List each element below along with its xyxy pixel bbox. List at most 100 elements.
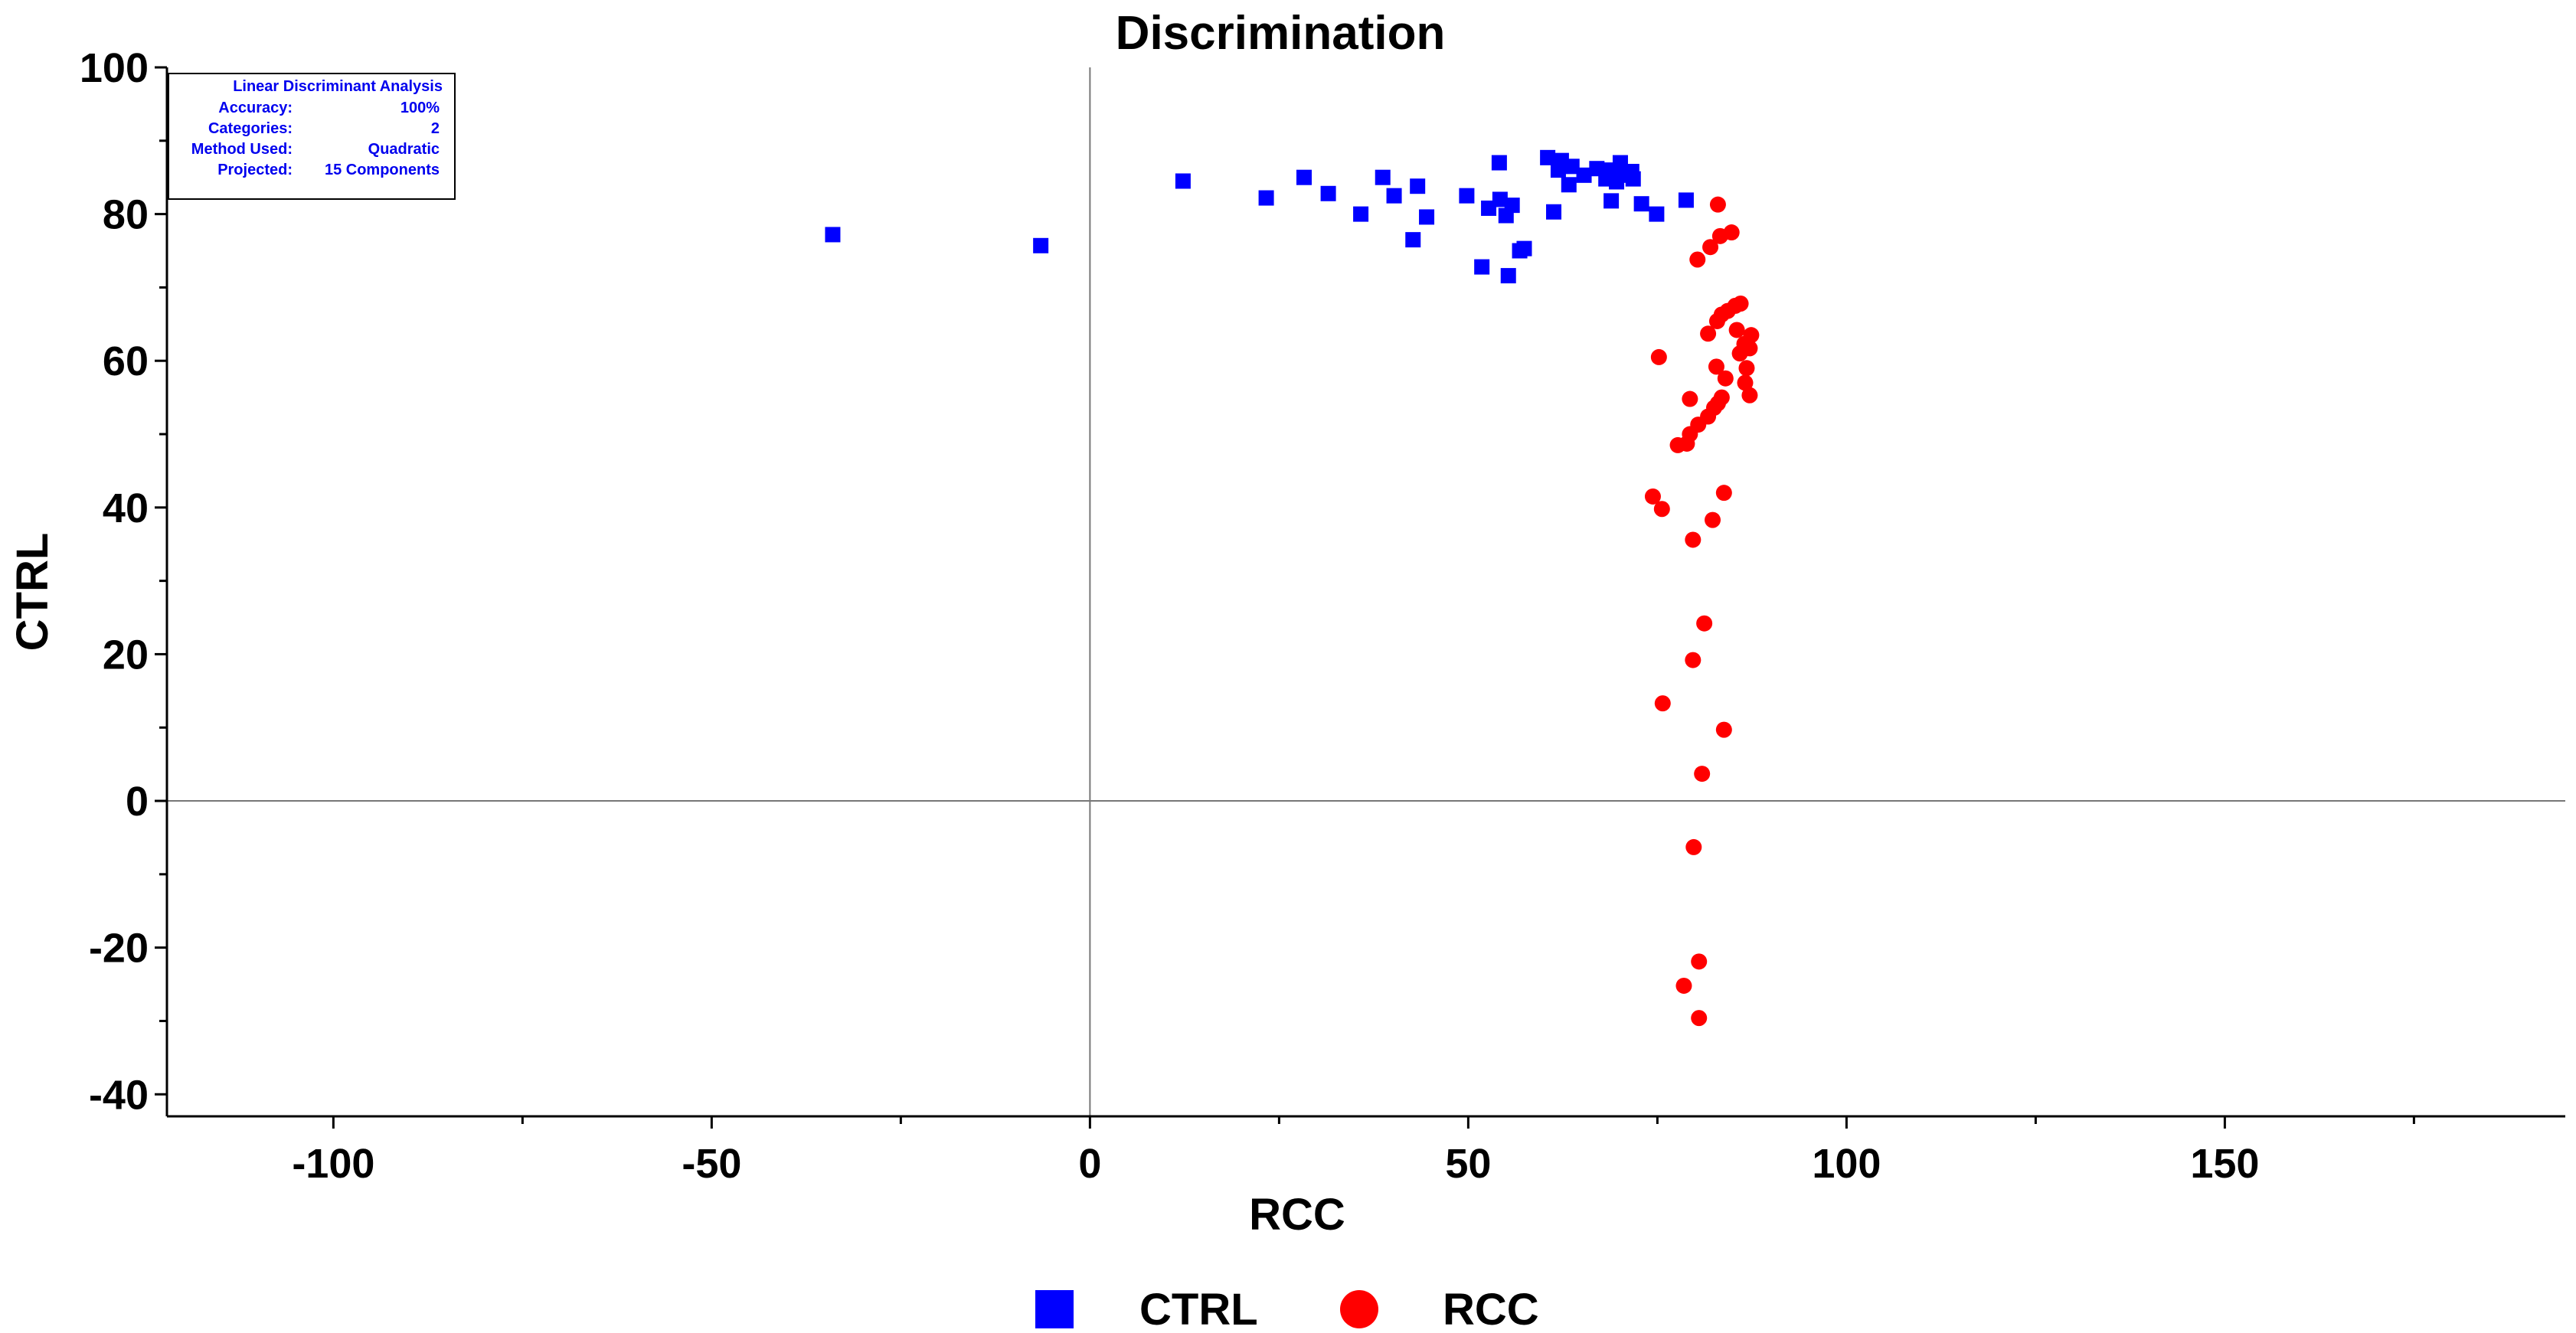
info-box-value: 15 Components	[325, 162, 440, 178]
rcc-point	[1741, 387, 1758, 403]
ctrl-point	[1405, 232, 1421, 248]
x-tick-label: -50	[682, 1141, 741, 1187]
rcc-point	[1738, 360, 1755, 377]
ctrl-point	[1474, 259, 1490, 275]
series-rcc	[1644, 196, 1760, 1027]
rcc-point	[1644, 488, 1661, 505]
rcc-point	[1689, 251, 1706, 268]
y-axis-label: CTRL	[8, 533, 57, 652]
rcc-point	[1705, 511, 1721, 528]
x-tick-label: 150	[2190, 1141, 2259, 1187]
zero-lines	[167, 67, 2565, 1116]
ctrl-point	[1320, 185, 1336, 201]
rcc-point	[1700, 325, 1717, 342]
info-box-label: Categories:	[208, 120, 293, 137]
rcc-point	[1685, 531, 1702, 548]
x-axis-ticks: -100 -50 0 50 100 150	[292, 1116, 2415, 1187]
rcc-point	[1685, 838, 1702, 855]
info-box-value: 100%	[400, 100, 440, 116]
ctrl-point	[1625, 171, 1641, 187]
y-tick-label: 80	[103, 192, 149, 238]
y-tick-label: 0	[126, 779, 149, 825]
info-box-heading: Linear Discriminant Analysis	[233, 78, 443, 95]
x-tick-label: 0	[1078, 1141, 1101, 1187]
ctrl-point	[1419, 209, 1435, 225]
ctrl-point	[1258, 190, 1274, 206]
rcc-point	[1691, 1010, 1708, 1027]
rcc-point	[1654, 695, 1671, 712]
info-box: Linear Discriminant Analysis Accuracy: 10…	[168, 73, 456, 200]
ctrl-point	[1546, 204, 1562, 220]
rcc-point	[1675, 977, 1692, 994]
ctrl-point	[1633, 196, 1649, 212]
info-box-label: Method Used:	[191, 141, 293, 158]
legend-label-ctrl: CTRL	[1139, 1285, 1258, 1333]
rcc-point	[1702, 239, 1719, 256]
y-tick-label: -40	[89, 1072, 149, 1118]
ctrl-point	[1603, 193, 1620, 209]
series-ctrl	[825, 149, 1694, 284]
ctrl-point	[1375, 169, 1391, 185]
info-box-frame	[168, 73, 456, 200]
y-tick-label: 100	[80, 45, 149, 91]
ctrl-point	[1564, 158, 1580, 175]
legend-ctrl-marker	[1035, 1290, 1074, 1328]
ctrl-point	[1491, 155, 1507, 171]
x-axis-label: RCC	[1249, 1190, 1345, 1240]
info-box-label: Accuracy:	[218, 100, 293, 116]
ctrl-point	[1540, 149, 1556, 165]
y-tick-label: 40	[103, 485, 149, 531]
legend-label-rcc: RCC	[1443, 1285, 1539, 1333]
rcc-point	[1711, 227, 1728, 244]
rcc-point	[1708, 358, 1724, 375]
rcc-point	[1685, 652, 1702, 668]
rcc-point	[1669, 436, 1686, 453]
ctrl-point	[1516, 240, 1532, 256]
x-tick-label: 50	[1445, 1141, 1491, 1187]
ctrl-point	[1561, 177, 1577, 193]
x-tick-label: 100	[1812, 1141, 1881, 1187]
y-tick-label: -20	[89, 926, 149, 972]
ctrl-point	[1386, 188, 1402, 204]
rcc-point	[1715, 485, 1732, 502]
ctrl-point	[1504, 198, 1520, 214]
ctrl-point	[1576, 167, 1592, 183]
rcc-point	[1708, 312, 1725, 329]
ctrl-point	[1296, 169, 1312, 185]
rcc-point	[1731, 345, 1748, 362]
legend: CTRL RCC	[1035, 1285, 1539, 1333]
ctrl-point	[1649, 206, 1665, 222]
rcc-point	[1717, 370, 1734, 387]
ctrl-point	[1459, 188, 1475, 204]
chart-title: Discrimination	[1116, 7, 1446, 60]
rcc-point	[1691, 953, 1708, 970]
rcc-point	[1709, 196, 1726, 213]
info-box-value: Quadratic	[368, 141, 440, 158]
ctrl-point	[1353, 206, 1369, 222]
rcc-point	[1696, 615, 1713, 632]
x-tick-label: -100	[292, 1141, 374, 1187]
y-tick-label: 20	[103, 632, 149, 678]
rcc-point	[1650, 348, 1667, 365]
rcc-point	[1682, 390, 1698, 407]
info-box-value: 2	[431, 120, 440, 137]
info-box-label: Projected:	[217, 162, 293, 178]
ctrl-point	[1033, 237, 1049, 253]
ctrl-point	[1410, 178, 1426, 194]
legend-rcc-marker	[1340, 1290, 1378, 1328]
axes	[165, 67, 2565, 1118]
rcc-point	[1715, 721, 1732, 738]
data-points	[825, 149, 1760, 1027]
rcc-point	[1728, 322, 1745, 338]
ctrl-point	[825, 227, 841, 243]
ctrl-point	[1678, 192, 1694, 208]
y-axis-ticks: 100 80 60 40 20 0 -20 -40	[80, 45, 167, 1118]
ctrl-point	[1500, 268, 1516, 284]
rcc-point	[1737, 374, 1754, 391]
ctrl-point	[1492, 191, 1508, 207]
rcc-point	[1653, 501, 1670, 518]
rcc-point	[1694, 766, 1711, 782]
y-tick-label: 60	[103, 338, 149, 384]
ctrl-point	[1175, 173, 1191, 189]
